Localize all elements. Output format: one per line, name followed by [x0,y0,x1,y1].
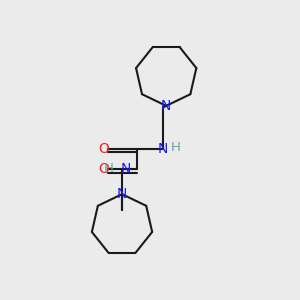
Text: N: N [161,99,171,113]
Text: N: N [117,187,127,201]
Text: N: N [120,162,131,176]
Text: N: N [158,142,168,155]
Text: H: H [104,162,114,175]
Text: O: O [98,142,109,155]
Text: O: O [98,162,109,176]
Text: H: H [171,141,181,154]
